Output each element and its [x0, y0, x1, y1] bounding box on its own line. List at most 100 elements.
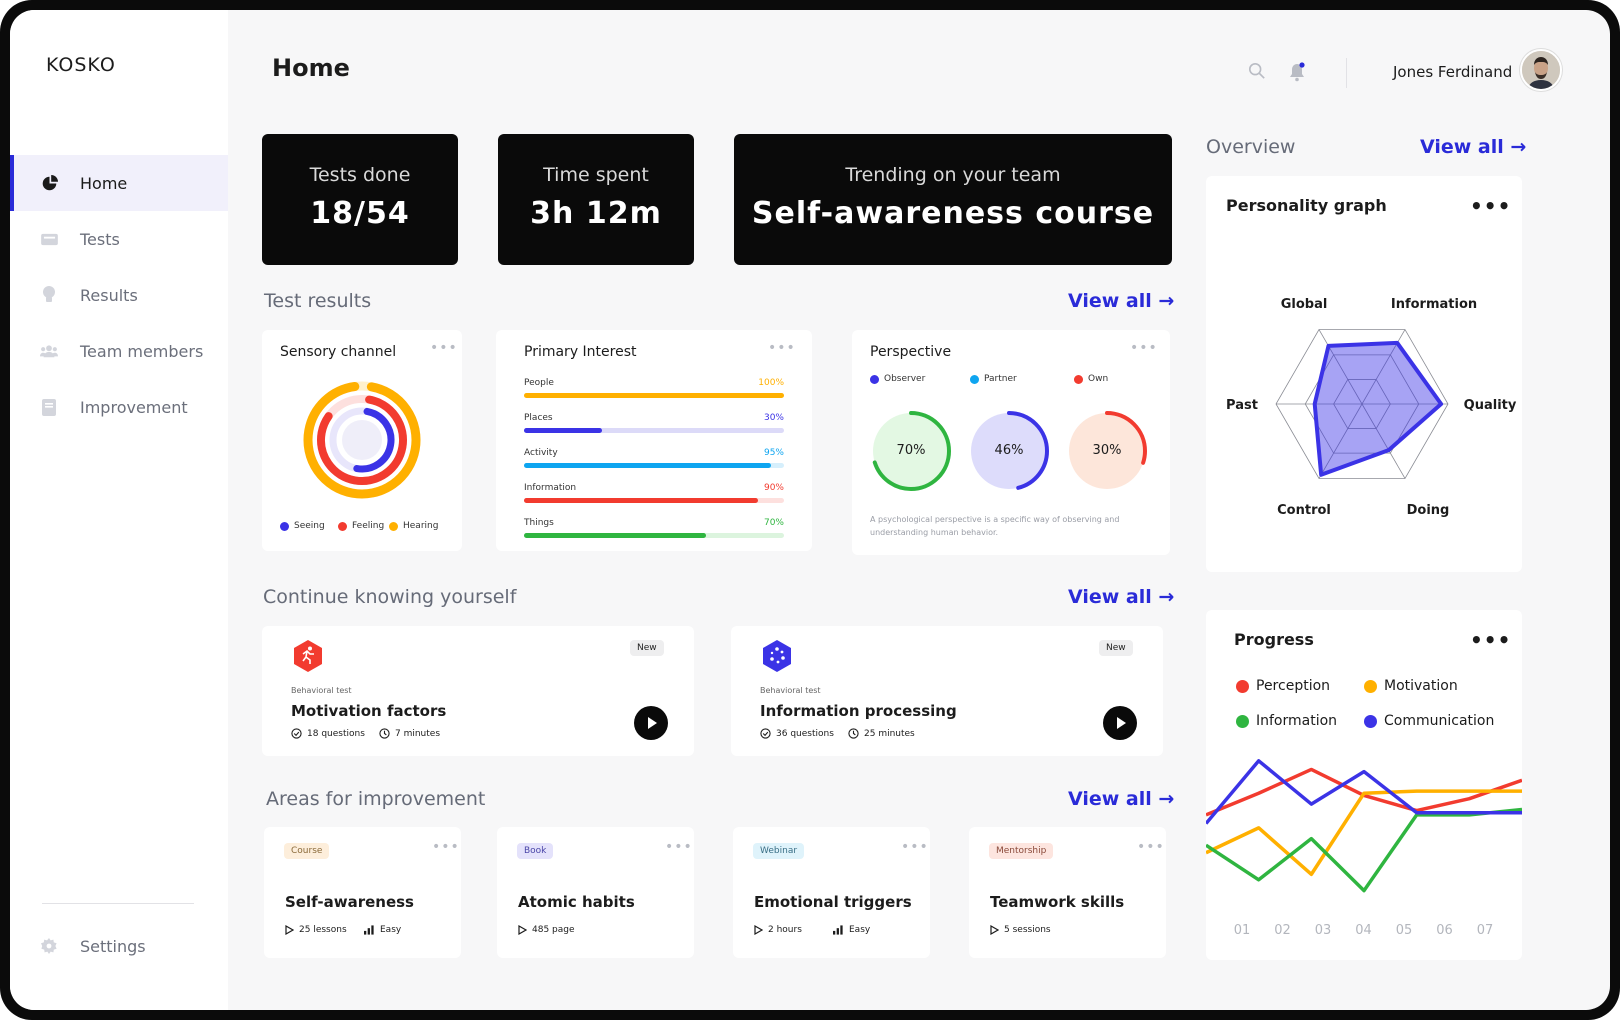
area-meta: 485 page [518, 925, 575, 935]
interest-track [524, 428, 784, 433]
legend-item: Feeling [338, 521, 384, 531]
section-title-test-results: Test results [264, 290, 372, 312]
avatar[interactable] [1520, 49, 1562, 91]
area-meta-label: 485 page [532, 925, 575, 935]
x-tick-label: 06 [1436, 923, 1453, 938]
legend-label: Seeing [294, 521, 325, 531]
area-meta: 5 sessions [990, 925, 1051, 935]
area-card[interactable]: Course ••• Self-awareness 25 lessons Easy [264, 827, 461, 958]
more-icon[interactable]: ••• [1470, 194, 1512, 218]
search-icon[interactable] [1248, 62, 1268, 82]
question-count-label: 18 questions [307, 728, 365, 739]
stat-time-spent: Time spent 3h 12m [498, 134, 694, 265]
play-outline-icon [285, 925, 294, 935]
bell-icon[interactable] [1288, 62, 1308, 82]
sidebar-item-settings[interactable]: Settings [10, 918, 228, 974]
legend-dot [1236, 714, 1249, 728]
sidebar-item-label: Home [80, 173, 128, 193]
clock-icon [848, 728, 859, 739]
signal-bars-icon [364, 925, 374, 935]
sensory-ring-chart [303, 381, 421, 499]
legend-item: Partner [970, 374, 1017, 384]
interest-row: People 100% [524, 378, 784, 398]
duration: 7 minutes [379, 728, 440, 739]
test-card-information[interactable]: New Behavioral test Information processi… [731, 626, 1163, 756]
legend-item: Observer [870, 374, 925, 384]
area-card[interactable]: Webinar ••• Emotional triggers 2 hours Easy [733, 827, 930, 958]
radar-axis-label: Quality [1464, 398, 1517, 413]
area-title: Emotional triggers [754, 893, 912, 911]
interest-row: Activity 95% [524, 448, 784, 468]
view-all-areas-link[interactable]: View all → [1068, 788, 1175, 810]
more-icon[interactable]: ••• [430, 340, 458, 356]
interest-fill [524, 463, 771, 468]
interest-fill [524, 393, 784, 398]
area-tag: Webinar [753, 843, 805, 859]
interest-label: Things [524, 518, 554, 528]
more-icon[interactable]: ••• [768, 340, 796, 356]
more-icon[interactable]: ••• [1137, 839, 1165, 855]
progress-card: Progress ••• Perception Motivation Infor… [1206, 610, 1522, 960]
view-all-test-results-link[interactable]: View all → [1068, 290, 1175, 312]
check-circle-icon [291, 728, 302, 739]
test-card-motivation[interactable]: New Behavioral test Motivation factors 1… [262, 626, 694, 756]
more-icon[interactable]: ••• [901, 839, 929, 855]
sidebar: KOSKO Home Tests Results [10, 10, 228, 1010]
area-meta-label: 25 lessons [299, 925, 347, 935]
perspective-card: Perspective ••• Observer Partner Own 70%… [852, 330, 1170, 555]
stat-trending[interactable]: Trending on your team Self-awareness cou… [734, 134, 1172, 265]
sidebar-item-label: Improvement [80, 397, 188, 417]
stat-value: Self-awareness course [751, 196, 1155, 231]
gauge-arc [1067, 411, 1147, 491]
interest-label: Information [524, 483, 577, 493]
legend-item: Seeing [280, 521, 325, 531]
sensory-channel-card: Sensory channel ••• Seeing Feeling Heari… [262, 330, 462, 551]
sidebar-item-results[interactable]: Results [10, 267, 228, 323]
card-title: Perspective [870, 344, 952, 360]
x-tick-label: 05 [1396, 923, 1413, 938]
area-meta-label: 5 sessions [1004, 925, 1051, 935]
stat-value: 18/54 [310, 196, 410, 231]
sidebar-item-improvement[interactable]: Improvement [10, 379, 228, 435]
area-meta: 25 lessons [285, 925, 347, 935]
legend-label: Feeling [352, 521, 385, 531]
new-badge: New [1099, 640, 1133, 656]
play-button[interactable] [1103, 706, 1137, 740]
check-circle-icon [760, 728, 771, 739]
more-icon[interactable]: ••• [1130, 340, 1158, 356]
perspective-gauge: 46% [968, 410, 1050, 492]
play-outline-icon [518, 925, 527, 935]
area-tag: Mentorship [989, 843, 1054, 859]
ring-arc-seeing [329, 407, 395, 473]
sidebar-item-tests[interactable]: Tests [10, 211, 228, 267]
interest-track [524, 393, 784, 398]
user-name[interactable]: Jones Ferdinand [1393, 63, 1513, 81]
sidebar-item-home[interactable]: Home [10, 155, 228, 211]
area-card[interactable]: Mentorship ••• Teamwork skills 5 sessions [969, 827, 1166, 958]
area-meta-label: 2 hours [768, 925, 802, 935]
legend-dot [280, 521, 289, 531]
legend-dot [1236, 679, 1249, 693]
interest-row: Places 30% [524, 413, 784, 433]
area-card[interactable]: Book ••• Atomic habits 485 page [497, 827, 694, 958]
difficulty: Easy [833, 925, 870, 935]
x-tick-label: 02 [1274, 923, 1291, 938]
sidebar-item-team-members[interactable]: Team members [10, 323, 228, 379]
more-icon[interactable]: ••• [432, 839, 460, 855]
section-title-overview: Overview [1206, 136, 1296, 158]
difficulty-label: Easy [849, 925, 871, 935]
series-line-information [1206, 807, 1522, 893]
progress-line-chart: 01 02 03 04 05 06 07 [1206, 759, 1522, 938]
play-button[interactable] [634, 706, 668, 740]
view-all-continue-link[interactable]: View all → [1068, 586, 1175, 608]
interest-track [524, 463, 784, 468]
legend-item: Communication [1364, 713, 1494, 729]
sidebar-item-label: Team members [80, 341, 204, 361]
clock-icon [379, 728, 390, 739]
legend-label: Motivation [1384, 678, 1458, 694]
more-icon[interactable]: ••• [1470, 628, 1512, 652]
more-icon[interactable]: ••• [665, 839, 693, 855]
legend-item: Hearing [389, 521, 438, 531]
view-all-overview-link[interactable]: View all → [1420, 136, 1527, 158]
series-line-motivation [1206, 789, 1522, 877]
